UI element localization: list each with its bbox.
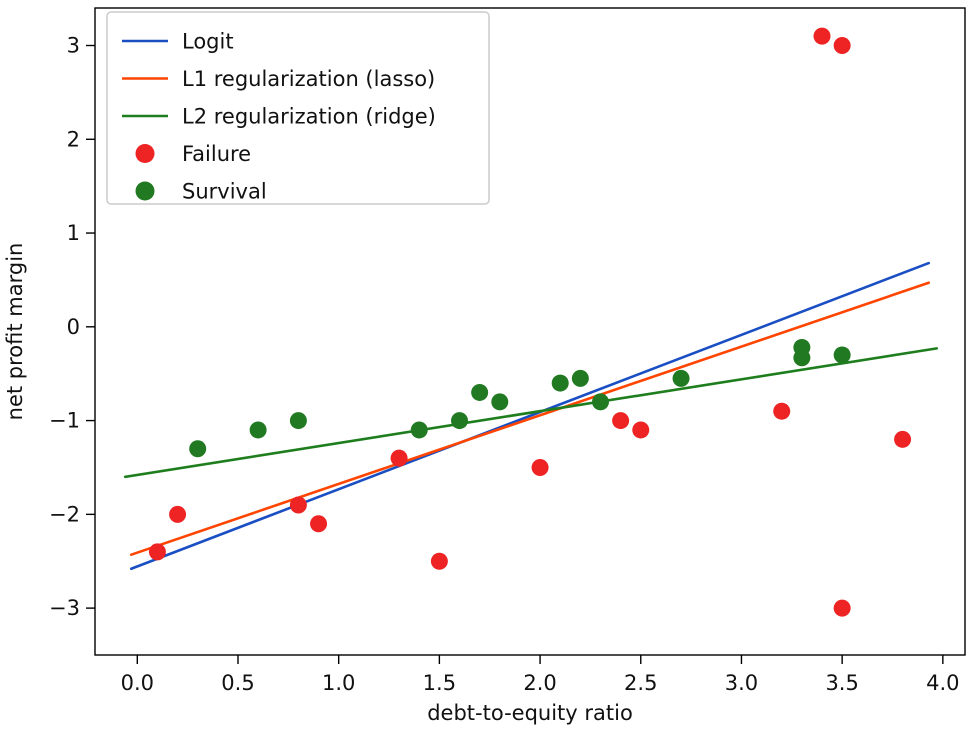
y-tick-label: 3	[67, 34, 80, 58]
scatter-point-failure	[390, 449, 408, 467]
scatter-point-survival	[249, 421, 267, 439]
scatter-point-failure	[833, 37, 851, 55]
x-tick-label: 1.0	[322, 671, 355, 695]
legend: Logit L1 regularization (lasso) L2 regular…	[106, 11, 490, 205]
y-tick-label: 0	[67, 315, 80, 339]
y-tick-label: −1	[49, 409, 80, 433]
scatter-point-failure	[632, 421, 650, 439]
x-tick-label: 4.0	[926, 671, 959, 695]
scatter-point-survival	[591, 393, 609, 411]
scatter-point-survival	[793, 349, 811, 367]
y-tick-label: −2	[49, 502, 80, 526]
scatter-point-failure	[289, 496, 307, 514]
x-tick-label: 3.5	[825, 671, 858, 695]
y-tick-label: 1	[67, 221, 80, 245]
x-tick-label: 2.0	[523, 671, 556, 695]
scatter-point-survival	[451, 412, 469, 430]
y-axis-label: net profit margin	[3, 243, 27, 421]
x-tick-label: 0.0	[121, 671, 154, 695]
legend-label: Failure	[182, 142, 251, 166]
scatter-point-failure	[169, 505, 187, 523]
legend-label: L2 regularization (ridge)	[182, 105, 436, 129]
scatter-point-survival	[491, 393, 509, 411]
scatter-point-survival	[471, 383, 489, 401]
legend-label: Logit	[182, 30, 234, 54]
x-axis-label: debt-to-equity ratio	[427, 701, 633, 725]
line-l1-regularization-lasso-	[129, 281, 931, 556]
scatter-point-survival	[289, 412, 307, 430]
scatter-point-survival	[571, 369, 589, 387]
scatter-point-survival	[189, 440, 207, 458]
legend-box	[106, 11, 490, 205]
scatter-point-survival	[551, 374, 569, 392]
scatter-point-survival	[672, 369, 690, 387]
legend-dot-sample	[135, 181, 155, 201]
x-tick-label: 3.0	[725, 671, 758, 695]
plot-frame	[94, 7, 966, 656]
scatter-point-failure	[813, 27, 831, 45]
legend-label: Survival	[182, 180, 267, 204]
scatter-point-failure	[612, 412, 630, 430]
x-tick-label: 2.5	[624, 671, 657, 695]
scatter-point-failure	[773, 402, 791, 420]
scatter-point-failure	[531, 458, 549, 476]
x-tick-label: 1.5	[423, 671, 456, 695]
line-l2-regularization-ridge-	[123, 347, 939, 479]
scatter-point-survival	[410, 421, 428, 439]
scatter-point-failure	[310, 515, 328, 533]
scatter-point-survival	[833, 346, 851, 364]
scatter-point-failure	[148, 543, 166, 561]
scatter-point-failure	[833, 599, 851, 617]
y-tick-label: −3	[49, 596, 80, 620]
legend-label: L1 regularization (lasso)	[182, 67, 435, 91]
line-logit	[129, 261, 931, 571]
scatter-point-failure	[430, 552, 448, 570]
y-tick-label: 2	[67, 127, 80, 151]
x-tick-label: 0.5	[221, 671, 254, 695]
legend-dot-sample	[135, 144, 155, 163]
scatter-point-failure	[894, 430, 912, 448]
